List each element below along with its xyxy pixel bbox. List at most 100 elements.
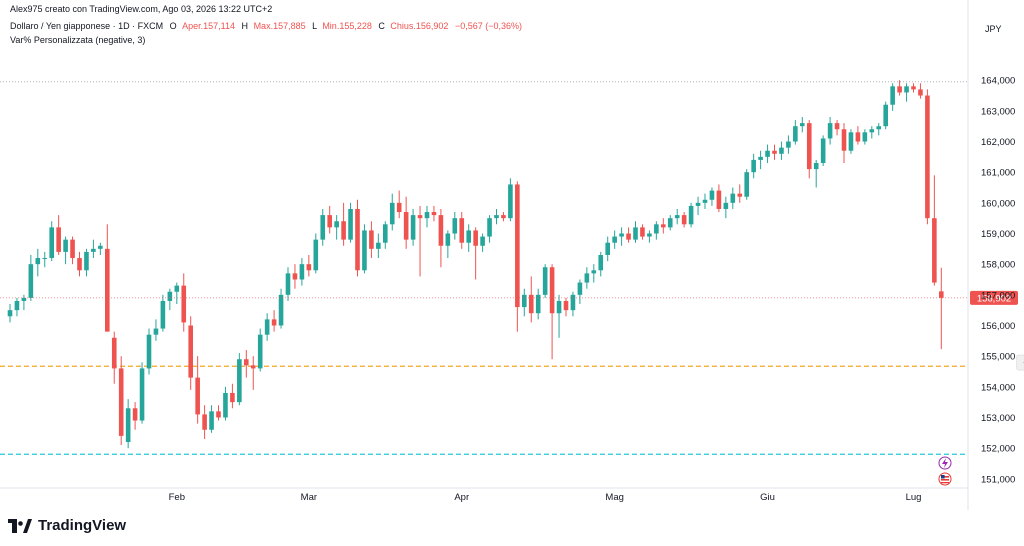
- candle-body: [827, 123, 833, 139]
- candle-body: [667, 218, 673, 228]
- candle-body: [619, 233, 624, 237]
- candle-body: [28, 264, 34, 298]
- candle: [772, 144, 777, 160]
- candle: [633, 221, 638, 243]
- brand-logo[interactable]: TradingView: [8, 517, 126, 534]
- candle-body: [549, 267, 555, 314]
- candle: [528, 276, 534, 323]
- candle: [424, 205, 430, 228]
- candle-body: [494, 215, 499, 219]
- grid-lines: [0, 0, 969, 510]
- candle-body: [598, 254, 604, 271]
- x-tick-label: Lug: [906, 492, 922, 503]
- candle: [563, 297, 569, 317]
- candle-body: [813, 162, 819, 170]
- candle-body: [570, 294, 576, 311]
- candle: [605, 236, 610, 262]
- candle-body: [841, 129, 847, 151]
- candle-body: [640, 227, 645, 237]
- candle: [452, 212, 458, 240]
- last-price-line: 156,902: [0, 290, 1018, 305]
- candle-body: [389, 202, 395, 225]
- candle: [257, 328, 263, 372]
- flag-canton: [941, 475, 945, 479]
- indicator-label[interactable]: Var% Personalizzata (negative, 3): [10, 35, 146, 45]
- candle: [56, 215, 61, 255]
- candle-body: [820, 138, 826, 163]
- candle-body: [244, 359, 249, 366]
- candle: [118, 356, 124, 446]
- symbol-name[interactable]: Dollaro / Yen giapponese · 1D · FXCM: [10, 21, 164, 31]
- candle-body: [577, 282, 583, 295]
- candle: [709, 187, 715, 206]
- candle-body: [806, 123, 812, 170]
- candle: [146, 328, 152, 375]
- candle: [904, 83, 909, 102]
- candle-body: [695, 202, 701, 206]
- candle-body: [869, 129, 875, 133]
- x-axis[interactable]: FebMarAprMagGiuLugAgo: [169, 492, 1024, 503]
- candle: [306, 254, 312, 277]
- candle-body: [793, 126, 798, 142]
- candle: [584, 267, 590, 289]
- candle: [327, 205, 332, 234]
- candle-body: [160, 300, 166, 329]
- candle-body: [779, 147, 784, 154]
- candle-body: [786, 141, 791, 148]
- candle-body: [118, 368, 124, 436]
- candle: [466, 224, 471, 252]
- candle-body: [209, 411, 214, 430]
- candle-body: [674, 215, 680, 219]
- candle-body: [716, 190, 722, 209]
- candle: [459, 212, 465, 249]
- candle: [688, 202, 694, 228]
- candle-body: [257, 334, 263, 369]
- candle-body: [730, 193, 736, 203]
- y-tick-label: 164,000: [981, 76, 1015, 87]
- candle: [362, 224, 367, 274]
- candle: [341, 202, 346, 246]
- candle-body: [139, 368, 145, 421]
- y-tick-label: 157,000: [981, 290, 1015, 301]
- candle: [848, 129, 854, 154]
- candle: [264, 313, 270, 341]
- candle: [577, 279, 583, 305]
- last-price-label: 156,902: [977, 293, 1011, 304]
- candle: [883, 101, 888, 130]
- candle: [355, 199, 360, 277]
- candle-body: [702, 199, 708, 203]
- author-line: Alex975 creato con TradingView.com, Ago …: [10, 4, 273, 14]
- candle-body: [111, 337, 117, 369]
- candle-body: [153, 328, 159, 335]
- candle-body: [216, 411, 221, 418]
- candle: [410, 208, 416, 246]
- flag-stripe: [941, 482, 949, 484]
- candle: [160, 294, 166, 332]
- candle-body: [459, 218, 465, 243]
- candle: [202, 405, 207, 439]
- open-value: Aper.157,114: [182, 21, 236, 31]
- candle-body: [445, 233, 451, 246]
- candle-body: [466, 230, 471, 243]
- candle: [556, 294, 562, 338]
- candle: [334, 215, 339, 240]
- candle-body: [91, 248, 96, 252]
- candle-body: [542, 267, 548, 295]
- y-axis[interactable]: 151,000 152,000 153,000 154,000 155,000 156,0…: [981, 76, 1015, 486]
- last-price-tag: [970, 290, 1018, 305]
- x-tick-label: Mag: [605, 492, 623, 503]
- brand-name: TradingView: [38, 517, 127, 534]
- candle: [313, 233, 319, 274]
- candle: [292, 264, 298, 289]
- candle-body: [250, 365, 256, 369]
- horizontal-lines: [0, 81, 968, 455]
- candle: [549, 264, 555, 360]
- candle: [49, 221, 54, 262]
- candle: [834, 120, 840, 136]
- high-label: H: [241, 21, 249, 31]
- y-tick-label: 159,000: [981, 229, 1015, 240]
- candle-body: [237, 359, 242, 403]
- candle-body: [369, 230, 374, 249]
- y-tick-label: 151,000: [981, 474, 1015, 485]
